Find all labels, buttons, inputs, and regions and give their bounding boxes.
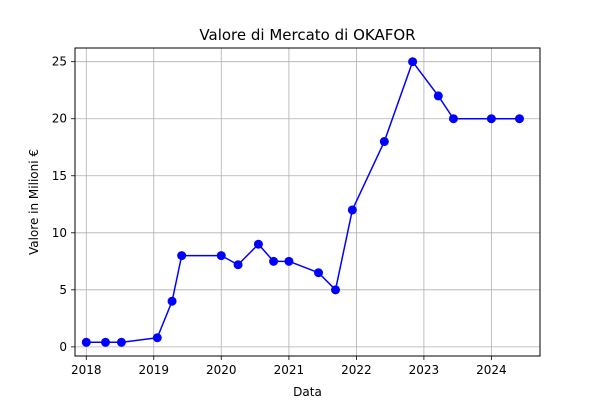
data-point: [101, 337, 111, 347]
x-tick-label: 2020: [206, 363, 237, 377]
y-tick-label: 20: [52, 112, 67, 126]
data-point: [253, 239, 263, 249]
data-point: [331, 285, 341, 295]
x-tick-label: 2023: [409, 363, 440, 377]
data-point: [408, 57, 418, 67]
x-tick-label: 2021: [274, 363, 305, 377]
x-tick-label: 2018: [71, 363, 102, 377]
data-point: [269, 256, 279, 266]
x-tick-label: 2022: [341, 363, 372, 377]
x-axis-label: Data: [293, 385, 322, 399]
grid: [75, 48, 540, 356]
y-tick-label: 0: [59, 340, 67, 354]
data-point: [379, 137, 389, 147]
data-point: [152, 333, 162, 343]
data-point: [216, 251, 226, 261]
y-axis-label: Valore in Milioni €: [27, 149, 41, 255]
data-point: [177, 251, 187, 261]
data-point: [81, 337, 91, 347]
data-point: [347, 205, 357, 215]
data-point: [314, 268, 323, 278]
data-point: [167, 296, 177, 306]
y-tick-label: 25: [52, 55, 67, 69]
y-tick-label: 10: [52, 226, 67, 240]
y-tick-label: 15: [52, 169, 67, 183]
data-point: [233, 260, 243, 270]
x-axis: 2018 2019 2020 2021 2022 2023 2024: [71, 356, 507, 377]
y-axis: 0 5 10 15 20 25: [52, 55, 75, 354]
data-point: [284, 256, 294, 266]
plot-frame: [74, 47, 541, 357]
chart-title: Valore di Mercato di OKAFOR: [199, 26, 415, 44]
y-tick-label: 5: [59, 283, 67, 297]
series-line: [86, 60, 520, 344]
x-tick-label: 2024: [476, 363, 507, 377]
data-point: [514, 114, 524, 124]
series-layer: [81, 57, 524, 347]
data-point: [486, 114, 496, 124]
data-point: [116, 337, 126, 347]
data-point: [433, 91, 443, 101]
data-point: [448, 114, 458, 124]
x-tick-label: 2019: [138, 363, 169, 377]
